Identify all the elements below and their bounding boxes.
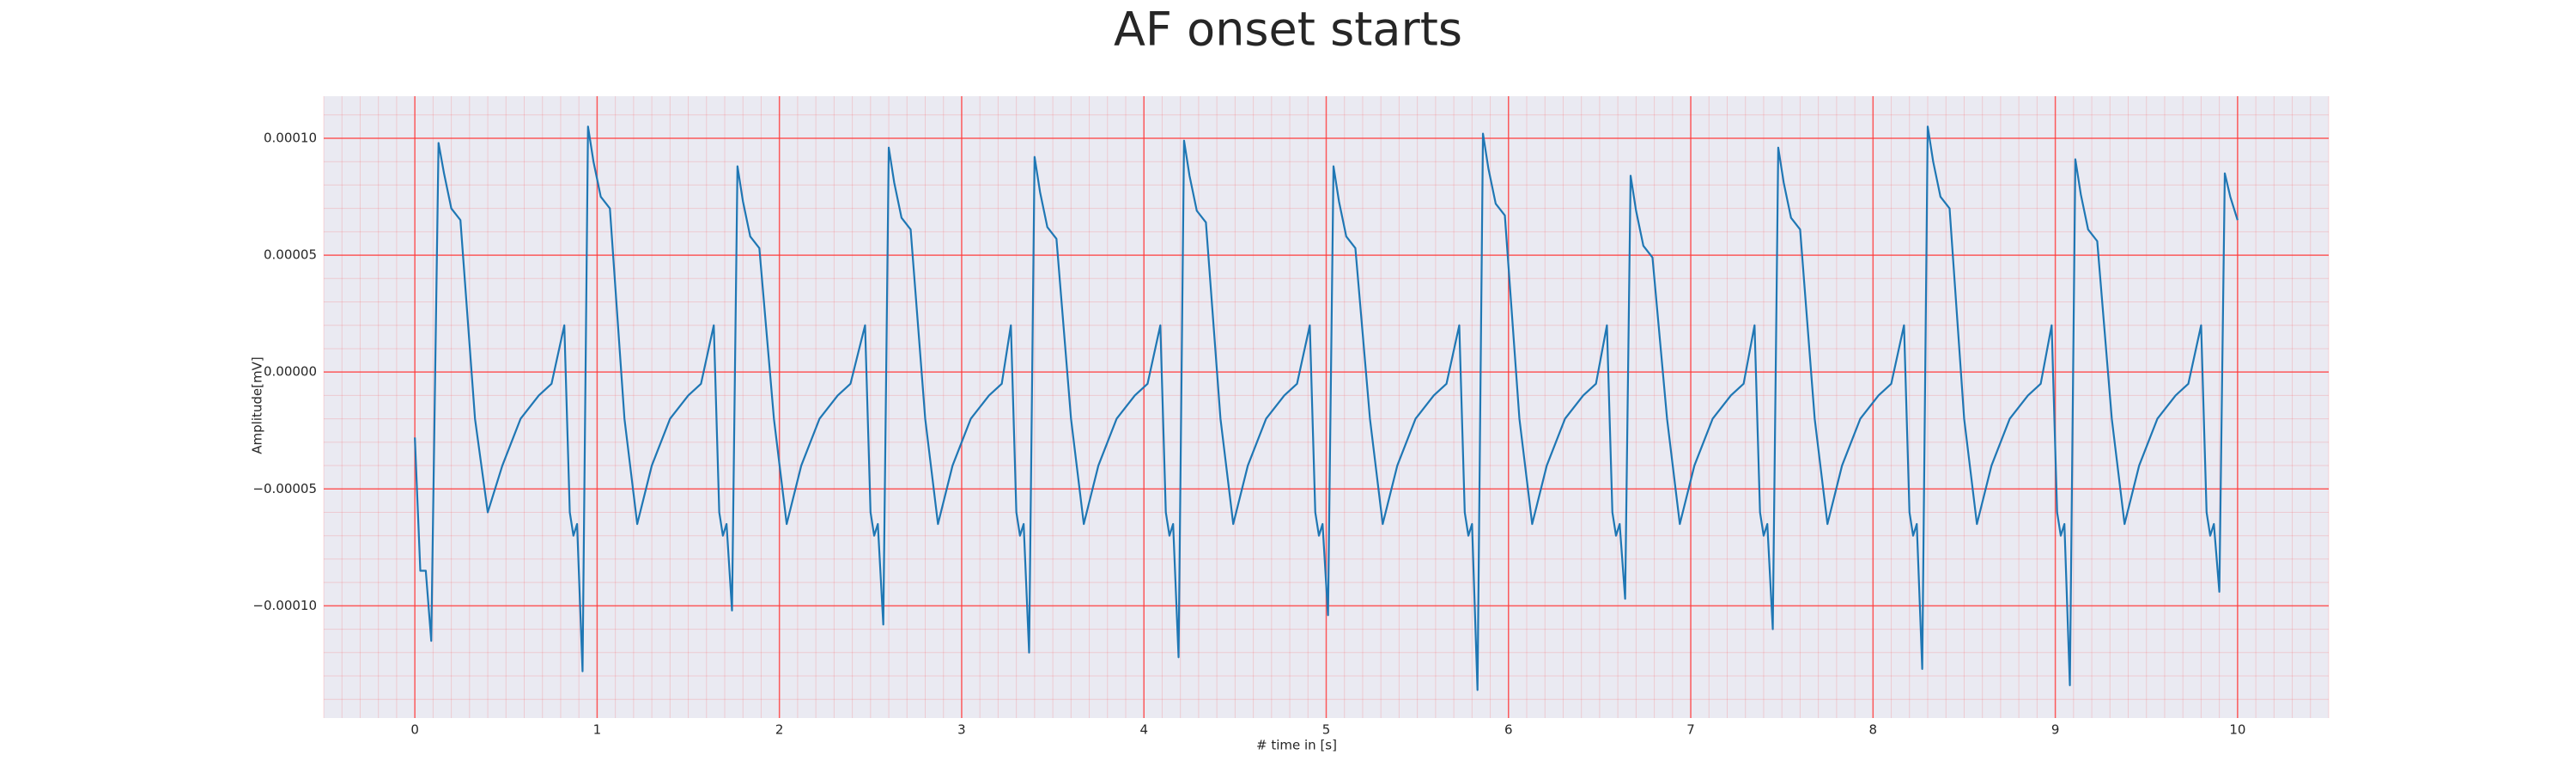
x-tick-label: 8 bbox=[1869, 722, 1878, 738]
y-axis-label: Amplitude[mV] bbox=[250, 356, 265, 453]
x-axis-label: # time in [s] bbox=[1256, 738, 1337, 753]
x-tick-label: 3 bbox=[957, 722, 966, 738]
y-tick-label: 0.00000 bbox=[264, 364, 317, 380]
y-tick-label: 0.00010 bbox=[264, 130, 317, 145]
ecg-line bbox=[414, 125, 2239, 691]
chart-title: AF onset starts bbox=[1114, 3, 1462, 57]
x-tick-label: 4 bbox=[1139, 722, 1148, 738]
x-tick-label: 7 bbox=[1686, 722, 1695, 738]
y-tick-label: 0.00005 bbox=[264, 247, 317, 263]
x-tick-label: 1 bbox=[593, 722, 602, 738]
x-tick-label: 9 bbox=[2051, 722, 2060, 738]
x-tick-label: 2 bbox=[775, 722, 784, 738]
x-tick-label: 6 bbox=[1504, 722, 1513, 738]
y-tick-label: −0.00005 bbox=[252, 481, 317, 496]
y-tick-label: −0.00010 bbox=[252, 598, 317, 613]
x-tick-label: 0 bbox=[410, 722, 419, 738]
x-tick-label: 5 bbox=[1322, 722, 1331, 738]
x-tick-label: 10 bbox=[2229, 722, 2245, 738]
